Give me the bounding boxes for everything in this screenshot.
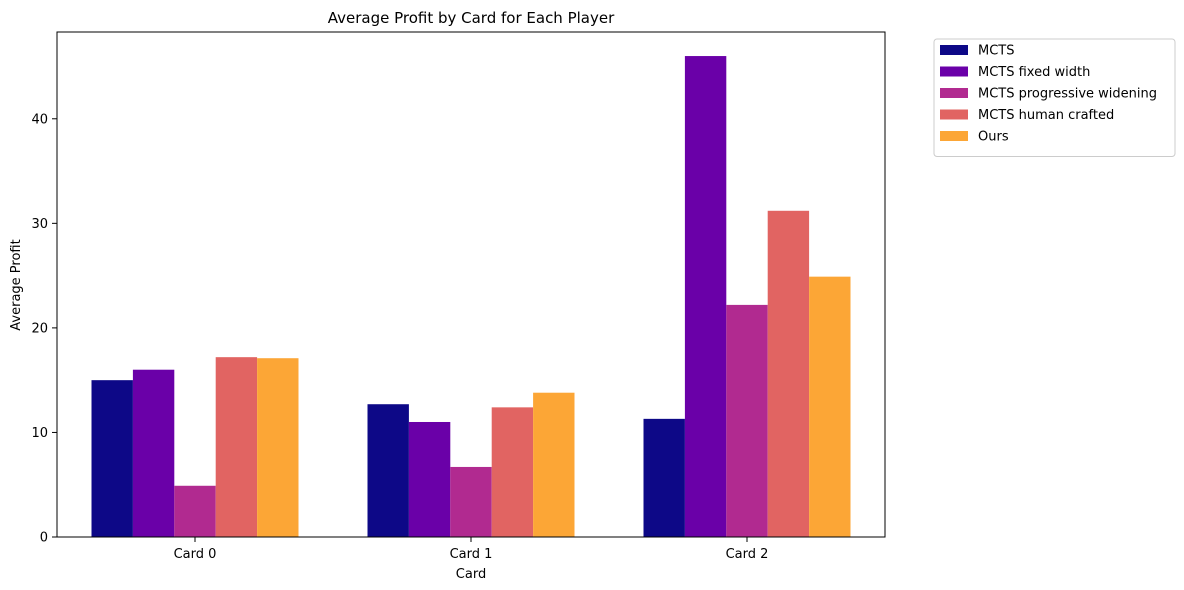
y-tick-label: 30 <box>31 217 48 232</box>
legend: MCTS MCTS fixed width MCTS progressive wid… <box>933 38 1176 157</box>
legend-box <box>933 38 1176 157</box>
legend-label: MCTS fixed width <box>978 65 1090 80</box>
x-tick-label: Card 1 <box>450 547 493 562</box>
x-axis: Card 0 Card 1 Card 2 <box>174 537 769 562</box>
bar-mcts-progressive-widening-card-0 <box>174 485 216 537</box>
bar-ours-card-2 <box>809 276 851 537</box>
bar-mcts-human-crafted-card-2 <box>767 210 810 538</box>
bar-mcts-card-2 <box>643 418 685 537</box>
legend-swatch <box>940 45 968 55</box>
legend-label: MCTS progressive widening <box>978 87 1157 102</box>
x-tick-label: Card 0 <box>174 547 217 562</box>
bar-mcts-card-0 <box>91 380 133 537</box>
legend-swatch <box>940 88 968 98</box>
x-axis-label: Card <box>456 567 486 582</box>
legend-swatch <box>940 109 968 120</box>
bar-ours-card-0 <box>257 358 299 537</box>
y-tick-label: 10 <box>31 426 48 441</box>
chart-title: Average Profit by Card for Each Player <box>328 9 615 27</box>
plot-area <box>91 56 851 538</box>
x-tick-label: Card 2 <box>726 547 769 562</box>
y-tick-label: 20 <box>31 321 48 336</box>
y-axis-label: Average Profit <box>9 239 24 330</box>
bar-mcts-human-crafted-card-0 <box>215 357 258 537</box>
bar-mcts-card-1 <box>367 404 409 537</box>
y-tick-label: 0 <box>40 531 48 546</box>
legend-label: Ours <box>978 130 1009 145</box>
bar-mcts-human-crafted-card-1 <box>491 407 534 537</box>
legend-label: MCTS <box>978 44 1015 59</box>
y-tick-label: 40 <box>31 112 48 127</box>
legend-swatch <box>940 66 968 77</box>
bar-mcts-fixed-width-card-2 <box>684 56 727 538</box>
y-axis: 0 10 20 30 40 <box>31 112 57 546</box>
bar-mcts-progressive-widening-card-1 <box>450 466 492 537</box>
bar-mcts-fixed-width-card-0 <box>132 369 175 537</box>
bar-mcts-fixed-width-card-1 <box>408 421 451 537</box>
legend-swatch <box>940 131 968 141</box>
bar-mcts-progressive-widening-card-2 <box>726 304 768 537</box>
legend-label: MCTS human crafted <box>978 108 1114 123</box>
bar-ours-card-1 <box>533 392 575 537</box>
